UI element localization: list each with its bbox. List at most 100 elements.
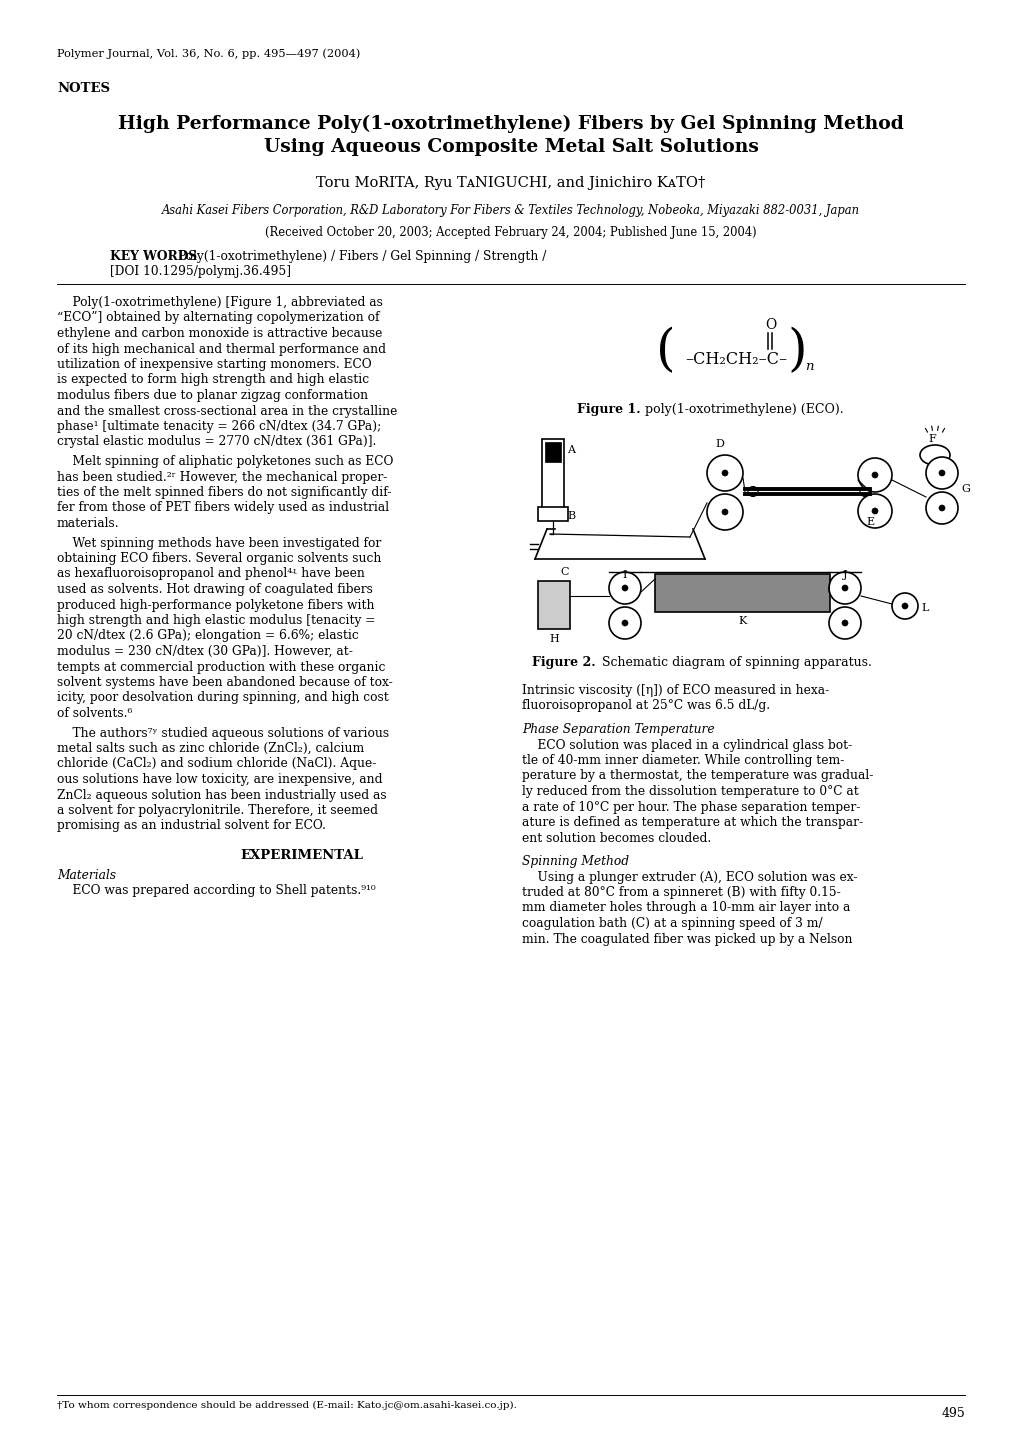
Text: Melt spinning of aliphatic polyketones such as ECO: Melt spinning of aliphatic polyketones s… [57,455,393,468]
Text: modulus = 230 cN/dtex (30 GPa)]. However, at-: modulus = 230 cN/dtex (30 GPa)]. However… [57,645,353,658]
Text: Intrinsic viscosity ([η]) of ECO measured in hexa-: Intrinsic viscosity ([η]) of ECO measure… [522,684,828,697]
Text: metal salts such as zinc chloride (ZnCl₂), calcium: metal salts such as zinc chloride (ZnCl₂… [57,742,364,755]
Text: ature is defined as temperature at which the transpar-: ature is defined as temperature at which… [522,815,862,828]
Text: ECO was prepared according to Shell patents.⁹¹⁰: ECO was prepared according to Shell pate… [57,885,375,898]
Text: A: A [567,444,575,455]
Text: phase¹ [ultimate tenacity = 266 cN/dtex (34.7 GPa);: phase¹ [ultimate tenacity = 266 cN/dtex … [57,420,381,433]
Text: O: O [764,317,775,332]
Circle shape [608,571,640,605]
Circle shape [721,509,728,515]
Text: Materials: Materials [57,869,116,882]
Text: perature by a thermostat, the temperature was gradual-: perature by a thermostat, the temperatur… [522,769,872,782]
Text: J: J [842,570,847,580]
Text: –CH₂CH₂–C–: –CH₂CH₂–C– [685,351,787,368]
Bar [541,439,564,511]
Text: ly reduced from the dissolution temperature to 0°C at: ly reduced from the dissolution temperat… [522,785,858,798]
Text: D: D [715,439,723,449]
Text: G: G [960,483,969,494]
Text: n: n [804,361,813,374]
Text: tle of 40-mm inner diameter. While controlling tem-: tle of 40-mm inner diameter. While contr… [522,755,844,768]
Text: Polymer Journal, Vol. 36, No. 6, pp. 495—497 (2004): Polymer Journal, Vol. 36, No. 6, pp. 495… [57,48,360,59]
Text: EXPERIMENTAL: EXPERIMENTAL [240,848,363,861]
Text: and the smallest cross-sectional area in the crystalline: and the smallest cross-sectional area in… [57,404,397,417]
Text: K: K [738,616,746,626]
Circle shape [721,470,728,476]
Text: ties of the melt spinned fibers do not significantly dif-: ties of the melt spinned fibers do not s… [57,486,391,499]
Text: a rate of 10°C per hour. The phase separation temper-: a rate of 10°C per hour. The phase separ… [522,801,860,814]
Text: as hexafluoroisopropanol and phenol⁴ʵ have been: as hexafluoroisopropanol and phenol⁴ʵ ha… [57,567,365,580]
Text: chloride (CaCl₂) and sodium chloride (NaCl). Aque-: chloride (CaCl₂) and sodium chloride (Na… [57,758,376,771]
Text: ous solutions have low toxicity, are inexpensive, and: ous solutions have low toxicity, are ine… [57,773,382,786]
Text: of its high mechanical and thermal performance and: of its high mechanical and thermal perfo… [57,342,385,355]
Text: solvent systems have been abandoned because of tox-: solvent systems have been abandoned beca… [57,675,392,688]
Text: Using a plunger extruder (A), ECO solution was ex-: Using a plunger extruder (A), ECO soluti… [522,870,857,883]
Text: Wet spinning methods have been investigated for: Wet spinning methods have been investiga… [57,537,381,550]
Circle shape [622,620,628,626]
Bar [654,574,829,612]
Circle shape [622,584,628,592]
Circle shape [857,494,892,528]
Text: KEY WORDS: KEY WORDS [110,250,197,263]
Text: F: F [927,434,935,444]
Text: materials.: materials. [57,517,119,530]
Text: Spinning Method: Spinning Method [522,856,629,869]
Text: 20 cN/dtex (2.6 GPa); elongation = 6.6%; elastic: 20 cN/dtex (2.6 GPa); elongation = 6.6%;… [57,629,359,642]
Text: has been studied.²ʳ However, the mechanical proper-: has been studied.²ʳ However, the mechani… [57,470,387,483]
Text: ent solution becomes clouded.: ent solution becomes clouded. [522,831,710,844]
Circle shape [828,571,860,605]
Text: H: H [548,633,558,644]
Text: C: C [559,567,568,577]
Text: poly(1-oxotrimethylene) (ECO).: poly(1-oxotrimethylene) (ECO). [633,403,843,416]
Text: 495: 495 [941,1407,964,1420]
Circle shape [706,494,742,530]
Text: High Performance Poly(1-oxotrimethylene) Fibers by Gel Spinning Method: High Performance Poly(1-oxotrimethylene)… [118,115,903,133]
Text: †To whom correspondence should be addressed (E-mail: Kato.jc@om.asahi-kasei.co.j: †To whom correspondence should be addres… [57,1401,517,1410]
Text: fluoroisopropanol at 25°C was 6.5 dL/g.: fluoroisopropanol at 25°C was 6.5 dL/g. [522,700,769,713]
Text: a solvent for polyacrylonitrile. Therefore, it seemed: a solvent for polyacrylonitrile. Therefo… [57,804,378,817]
Text: Toru MᴏRITA, Ryu TᴀNIGUCHI, and Jinichiro KᴀTO†: Toru MᴏRITA, Ryu TᴀNIGUCHI, and Jinichir… [316,176,705,190]
Text: truded at 80°C from a spinneret (B) with fifty 0.15-: truded at 80°C from a spinneret (B) with… [522,886,840,899]
Text: of solvents.⁶: of solvents.⁶ [57,707,132,720]
Text: (Received October 20, 2003; Accepted February 24, 2004; Published June 15, 2004): (Received October 20, 2003; Accepted Feb… [265,227,756,240]
Text: utilization of inexpensive starting monomers. ECO: utilization of inexpensive starting mono… [57,358,371,371]
Circle shape [841,620,847,626]
Text: min. The coagulated fiber was picked up by a Nelson: min. The coagulated fiber was picked up … [522,932,852,945]
Text: “ECO”] obtained by alternating copolymerization of: “ECO”] obtained by alternating copolymer… [57,312,379,325]
Text: L: L [920,603,927,613]
Text: The authors⁷ʸ studied aqueous solutions of various: The authors⁷ʸ studied aqueous solutions … [57,726,388,739]
Circle shape [828,608,860,639]
Bar [537,582,570,629]
Text: icity, poor desolvation during spinning, and high cost: icity, poor desolvation during spinning,… [57,691,388,704]
Circle shape [938,505,944,511]
Text: (: ( [655,326,675,375]
Text: fer from those of PET fibers widely used as industrial: fer from those of PET fibers widely used… [57,502,388,515]
Text: coagulation bath (C) at a spinning speed of 3 m/: coagulation bath (C) at a spinning speed… [522,916,821,929]
Text: ZnCl₂ aqueous solution has been industrially used as: ZnCl₂ aqueous solution has been industri… [57,788,386,801]
Text: Poly(1-oxotrimethylene) / Fibers / Gel Spinning / Strength /: Poly(1-oxotrimethylene) / Fibers / Gel S… [178,250,546,263]
Circle shape [608,608,640,639]
Circle shape [747,486,757,496]
Circle shape [859,486,869,496]
Text: ethylene and carbon monoxide is attractive because: ethylene and carbon monoxide is attracti… [57,328,382,341]
Text: B: B [567,511,575,521]
Text: obtaining ECO fibers. Several organic solvents such: obtaining ECO fibers. Several organic so… [57,553,381,566]
Text: used as solvents. Hot drawing of coagulated fibers: used as solvents. Hot drawing of coagula… [57,583,373,596]
Text: ): ) [787,326,806,375]
Circle shape [841,584,847,592]
Text: produced high-performance polyketone fibers with: produced high-performance polyketone fib… [57,599,374,612]
Text: Asahi Kasei Fibers Corporation, R&D Laboratory For Fibers & Textiles Technology,: Asahi Kasei Fibers Corporation, R&D Labo… [162,203,859,216]
Ellipse shape [919,444,949,465]
Text: Schematic diagram of spinning apparatus.: Schematic diagram of spinning apparatus. [589,657,871,670]
Text: Phase Separation Temperature: Phase Separation Temperature [522,723,714,736]
Text: Figure 2.: Figure 2. [532,657,595,670]
Text: Poly(1-oxotrimethylene) [Figure 1, abbreviated as: Poly(1-oxotrimethylene) [Figure 1, abbre… [57,296,382,309]
Text: NOTES: NOTES [57,82,110,95]
Text: tempts at commercial production with these organic: tempts at commercial production with the… [57,661,385,674]
Text: modulus fibers due to planar zigzag conformation: modulus fibers due to planar zigzag conf… [57,390,368,403]
Text: [DOI 10.1295/polymj.36.495]: [DOI 10.1295/polymj.36.495] [110,266,290,278]
Text: mm diameter holes through a 10-mm air layer into a: mm diameter holes through a 10-mm air la… [522,902,850,915]
Text: promising as an industrial solvent for ECO.: promising as an industrial solvent for E… [57,820,325,833]
Text: I: I [623,570,627,580]
Text: Using Aqueous Composite Metal Salt Solutions: Using Aqueous Composite Metal Salt Solut… [263,139,758,156]
Bar [544,442,560,462]
